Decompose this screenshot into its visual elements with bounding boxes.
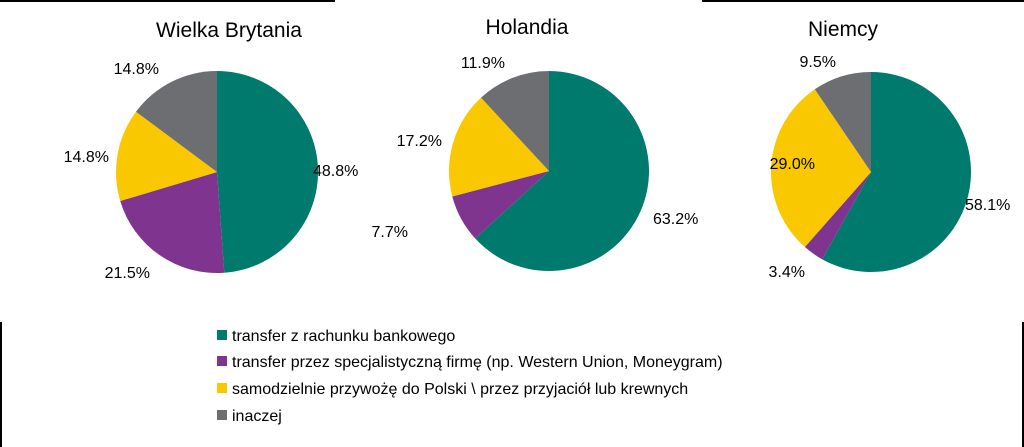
legend-swatch-self-carry (217, 383, 227, 393)
data-label-specialist-firm: 21.5% (105, 265, 150, 282)
legend-item: transfer przez specjalistyczną firmę (np… (217, 354, 723, 371)
pie-slice-bank-transfer (822, 72, 971, 273)
legend-swatch-bank-transfer (217, 330, 227, 340)
pie-chart: Holandia 63.2% 7.7% 17.2% 11.9% (372, 16, 698, 272)
data-label-self-carry: 29.0% (770, 156, 815, 173)
pie-chart: Wielka Brytania 48.8% 21.5% 14.8% 14.8% (64, 19, 359, 282)
legend: transfer z rachunku bankowego transfer p… (217, 328, 723, 425)
pie-slice-specialist-firm (120, 172, 225, 274)
pie-slice-bank-transfer (475, 71, 650, 272)
data-label-bank-transfer: 63.2% (653, 211, 698, 228)
legend-label-bank-transfer: transfer z rachunku bankowego (232, 328, 455, 345)
pie-slice-self-carry (448, 97, 549, 197)
legend-item: inaczej (217, 408, 282, 425)
legend-label-self-carry: samodzielnie przywożę do Polski \ przez … (232, 381, 688, 398)
data-label-self-carry: 17.2% (397, 133, 442, 150)
pie-slice-other (481, 71, 549, 171)
data-label-other: 9.5% (800, 54, 836, 71)
pie-title: Holandia (486, 16, 569, 39)
data-label-specialist-firm: 3.4% (769, 264, 805, 281)
pie-title: Wielka Brytania (156, 19, 302, 42)
pie-slice-other (135, 71, 217, 172)
pie-slice-specialist-firm (452, 171, 549, 239)
data-label-self-carry: 14.8% (64, 149, 109, 166)
pie-slice-other (814, 72, 871, 172)
pie-slice-bank-transfer (217, 70, 319, 273)
legend-label-specialist-firm: transfer przez specjalistyczną firmę (np… (232, 354, 723, 371)
pie-title: Niemcy (808, 18, 879, 41)
pie-slice-self-carry (770, 89, 871, 248)
legend-swatch-other (217, 410, 227, 420)
pie-slice-specialist-firm (804, 172, 871, 260)
data-label-bank-transfer: 48.8% (313, 163, 358, 180)
data-label-other: 11.9% (461, 55, 505, 72)
legend-label-other: inaczej (232, 408, 282, 425)
data-label-other: 14.8% (114, 61, 159, 78)
pies-group: Wielka Brytania 48.8% 21.5% 14.8% 14.8% Holan… (64, 16, 1011, 282)
pie-chart: Niemcy 58.1% 3.4% 29.0% 9.5% (769, 18, 1011, 281)
pie-slice-self-carry (115, 111, 217, 201)
data-label-specialist-firm: 7.7% (372, 224, 408, 241)
legend-item: transfer z rachunku bankowego (217, 328, 455, 345)
legend-swatch-specialist-firm (217, 356, 227, 366)
legend-item: samodzielnie przywożę do Polski \ przez … (217, 381, 688, 398)
data-label-bank-transfer: 58.1% (965, 197, 1010, 214)
